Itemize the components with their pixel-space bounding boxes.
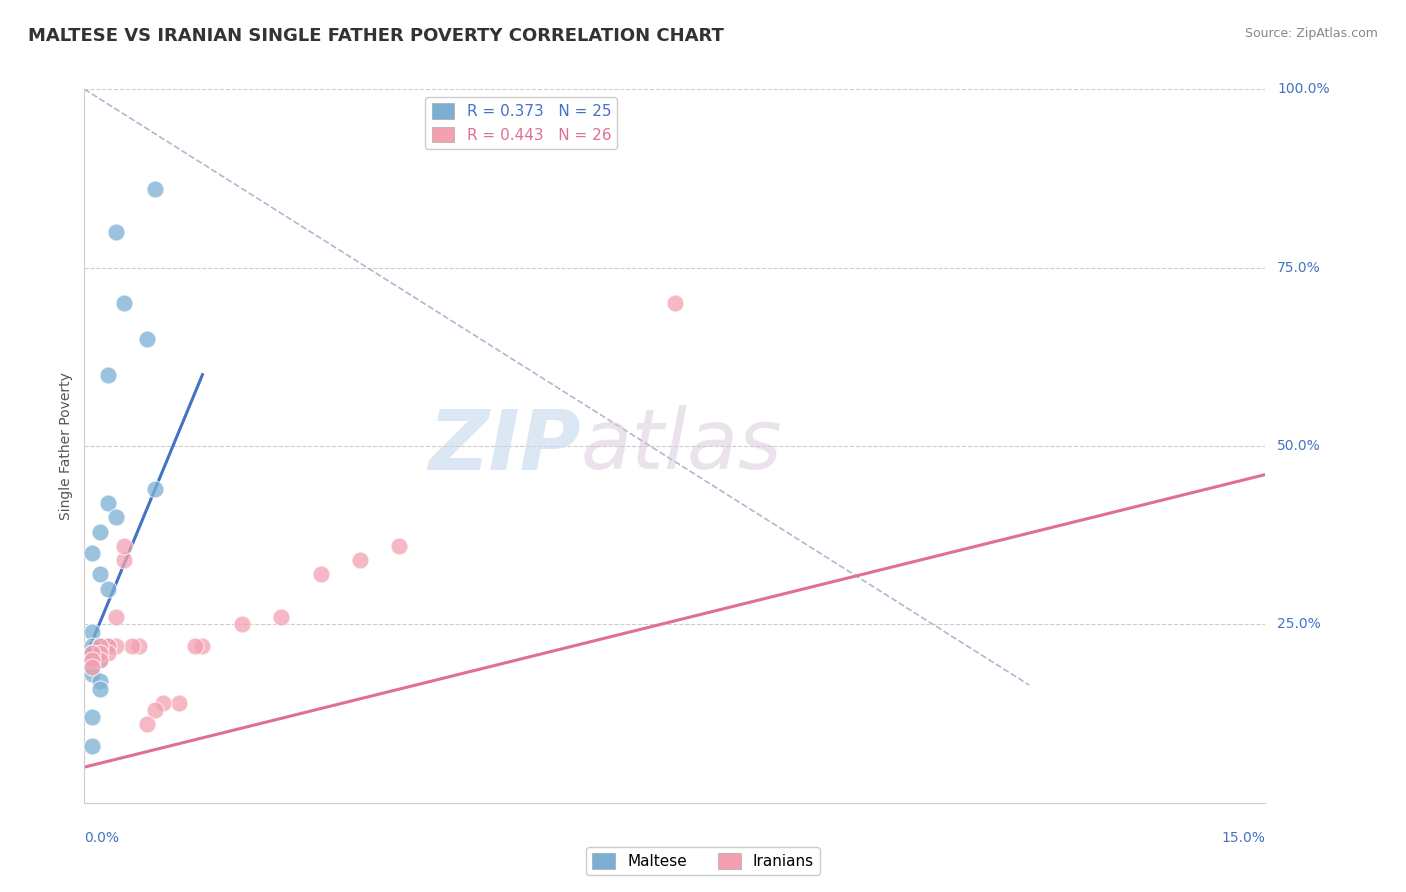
Point — [97, 496, 120, 510]
Point — [82, 739, 104, 753]
Point — [136, 332, 159, 346]
Point — [128, 639, 150, 653]
Legend: R = 0.373   N = 25, R = 0.443   N = 26: R = 0.373 N = 25, R = 0.443 N = 26 — [426, 97, 617, 149]
Point — [97, 639, 120, 653]
Point — [143, 482, 166, 496]
Point — [97, 368, 120, 382]
Text: 0.0%: 0.0% — [84, 831, 120, 846]
Point — [309, 567, 332, 582]
Point — [82, 646, 104, 660]
Point — [82, 646, 104, 660]
Point — [89, 639, 111, 653]
Text: atlas: atlas — [581, 406, 782, 486]
Point — [136, 717, 159, 731]
Point — [89, 653, 111, 667]
Point — [82, 660, 104, 674]
Point — [82, 653, 104, 667]
Point — [121, 639, 143, 653]
Point — [349, 553, 371, 567]
Point — [82, 710, 104, 724]
Point — [104, 639, 127, 653]
Point — [82, 624, 104, 639]
Point — [97, 646, 120, 660]
Point — [143, 182, 166, 196]
Point — [89, 674, 111, 689]
Point — [82, 653, 104, 667]
Point — [82, 667, 104, 681]
Point — [270, 610, 292, 624]
Point — [89, 639, 111, 653]
Point — [112, 296, 135, 310]
Point — [104, 510, 127, 524]
Point — [89, 646, 111, 660]
Text: 15.0%: 15.0% — [1222, 831, 1265, 846]
Point — [143, 703, 166, 717]
Text: 75.0%: 75.0% — [1277, 260, 1322, 275]
Text: Source: ZipAtlas.com: Source: ZipAtlas.com — [1244, 27, 1378, 40]
Point — [82, 660, 104, 674]
Point — [104, 610, 127, 624]
Point — [89, 653, 111, 667]
Point — [183, 639, 205, 653]
Point — [664, 296, 686, 310]
Point — [82, 546, 104, 560]
Point — [104, 225, 127, 239]
Point — [231, 617, 253, 632]
Point — [388, 539, 411, 553]
Point — [152, 696, 174, 710]
Point — [82, 639, 104, 653]
Point — [97, 582, 120, 596]
Point — [191, 639, 214, 653]
Point — [97, 639, 120, 653]
Point — [112, 553, 135, 567]
Text: 25.0%: 25.0% — [1277, 617, 1322, 632]
Text: 100.0%: 100.0% — [1277, 82, 1330, 96]
Point — [112, 539, 135, 553]
Text: MALTESE VS IRANIAN SINGLE FATHER POVERTY CORRELATION CHART: MALTESE VS IRANIAN SINGLE FATHER POVERTY… — [28, 27, 724, 45]
Text: ZIP: ZIP — [427, 406, 581, 486]
Legend: Maltese, Iranians: Maltese, Iranians — [586, 847, 820, 875]
Point — [89, 567, 111, 582]
Text: 50.0%: 50.0% — [1277, 439, 1322, 453]
Point — [167, 696, 190, 710]
Point — [89, 524, 111, 539]
Point — [89, 681, 111, 696]
Y-axis label: Single Father Poverty: Single Father Poverty — [59, 372, 73, 520]
